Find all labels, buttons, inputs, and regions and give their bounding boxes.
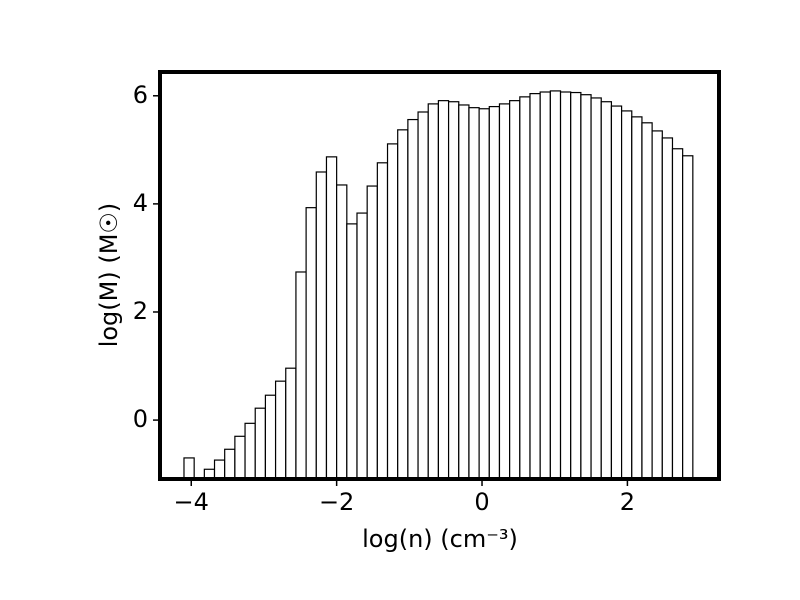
- bar: [641, 122, 653, 480]
- bar: [509, 100, 521, 480]
- bar: [478, 108, 490, 480]
- bar: [224, 448, 236, 480]
- bar: [539, 91, 551, 480]
- y-tick-label: 6: [133, 81, 148, 109]
- plot-frame: [158, 70, 721, 481]
- bar: [366, 185, 378, 480]
- x-tick-label: 0: [474, 488, 489, 516]
- bar: [417, 111, 429, 480]
- bar: [427, 103, 440, 480]
- bar: [529, 93, 541, 480]
- bar: [244, 422, 256, 480]
- bar: [295, 271, 307, 480]
- bar: [397, 129, 409, 480]
- bar: [468, 107, 480, 480]
- bar: [488, 105, 501, 480]
- bar: [651, 130, 663, 480]
- y-tick-label: 4: [133, 189, 148, 217]
- x-tick-label: −4: [174, 488, 209, 516]
- bar: [234, 435, 246, 480]
- y-tick-label: 2: [133, 297, 148, 325]
- bar: [549, 90, 562, 480]
- bar: [437, 100, 450, 480]
- bar: [519, 96, 531, 480]
- bar: [570, 91, 582, 480]
- bar: [671, 148, 684, 480]
- bar: [325, 156, 338, 480]
- bar: [386, 143, 399, 480]
- x-tick-label: −2: [319, 488, 354, 516]
- bar: [682, 155, 694, 480]
- bar: [183, 457, 195, 480]
- bar: [600, 101, 613, 480]
- bar: [631, 116, 643, 480]
- bar: [447, 101, 460, 480]
- bar: [274, 380, 287, 480]
- bar: [315, 171, 328, 480]
- bar: [610, 105, 623, 480]
- bar: [407, 118, 419, 480]
- x-tick-label: 2: [620, 488, 635, 516]
- bar: [305, 207, 317, 480]
- x-axis-label: log(n) (cm⁻³): [362, 525, 518, 553]
- bar: [620, 110, 633, 480]
- y-axis-label: log(M) (M☉): [95, 203, 123, 348]
- bar: [590, 97, 602, 480]
- bar: [458, 104, 470, 480]
- bar: [213, 459, 226, 480]
- bar: [346, 223, 358, 480]
- bar: [559, 91, 572, 480]
- y-tick-label: 0: [133, 405, 148, 433]
- bar: [661, 137, 674, 480]
- bar: [254, 407, 267, 480]
- bar: [580, 94, 592, 480]
- bar: [285, 367, 297, 480]
- bar: [356, 212, 368, 480]
- bar: [336, 184, 348, 480]
- bar: [264, 394, 277, 480]
- bar: [498, 103, 511, 480]
- bar: [376, 162, 389, 480]
